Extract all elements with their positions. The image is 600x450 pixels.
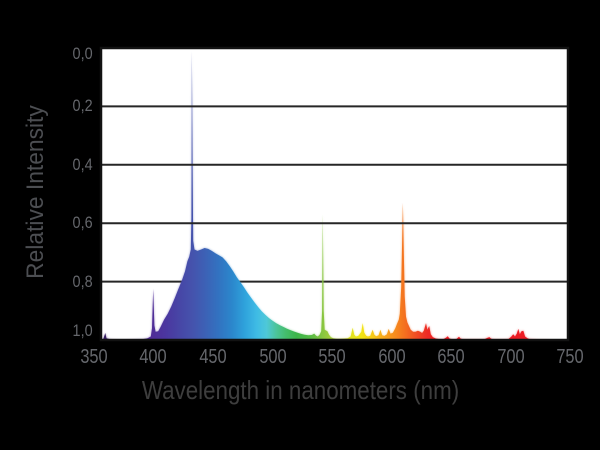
x-tick-label: 400 — [139, 346, 168, 368]
y-tick-label: 0,6 — [72, 213, 93, 233]
y-tick-label: 0,0 — [72, 44, 93, 63]
y-tick-label: 0,4 — [72, 154, 93, 174]
y-axis-title: Relative Intensity — [22, 105, 49, 279]
plot-border — [99, 46, 570, 342]
y-tick-label: 0,8 — [72, 271, 93, 291]
x-axis-title: Wavelength in nanometers (nm) — [0, 377, 600, 403]
x-tick-label: 600 — [378, 346, 406, 368]
y-tick-label: 1,0 — [72, 321, 93, 340]
x-tick-label: 650 — [437, 346, 465, 368]
gridlines-over-fill — [101, 105, 568, 225]
x-tick-label: 750 — [556, 346, 585, 368]
spectrum-fill — [101, 50, 568, 340]
x-tick-label: 350 — [80, 346, 108, 368]
x-tick-label: 700 — [497, 346, 525, 368]
y-tick-label: 0,2 — [72, 96, 93, 116]
x-axis-title-text: Wavelength in nanometers (nm) — [141, 375, 459, 405]
plot-background — [101, 48, 568, 340]
x-tick-label: 450 — [199, 346, 227, 368]
x-tick-label: 550 — [318, 346, 346, 368]
x-tick-label: 500 — [258, 346, 287, 368]
